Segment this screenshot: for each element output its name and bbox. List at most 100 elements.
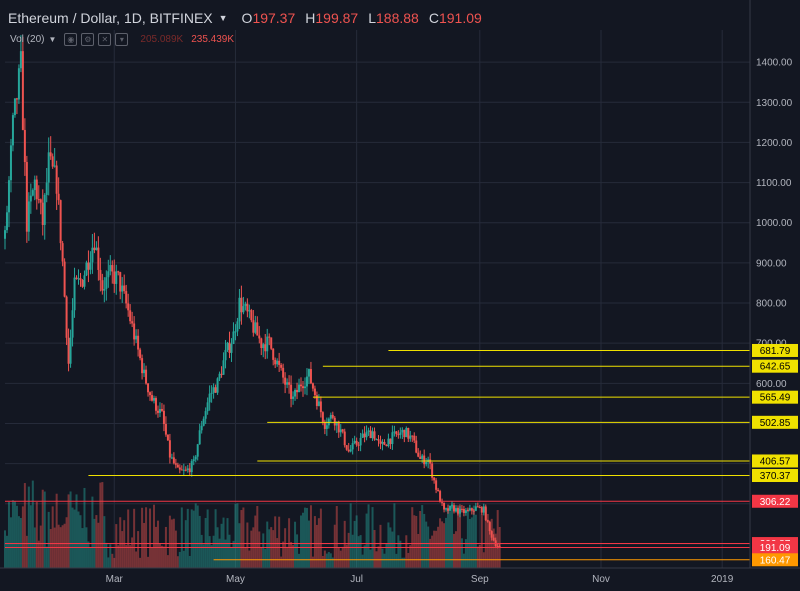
volume-bar	[470, 517, 473, 568]
volume-bar	[79, 515, 82, 568]
volume-bar	[258, 531, 261, 568]
level-price-label-bg	[752, 469, 798, 483]
volume-bar	[21, 506, 24, 568]
time-tick-label: 2019	[711, 574, 734, 585]
candle	[198, 423, 201, 445]
candle-body	[389, 438, 392, 445]
symbol-title[interactable]: Ethereum / Dollar, 1D, BITFINEX	[8, 10, 213, 26]
more-icon[interactable]: ▾	[115, 33, 129, 46]
volume-label[interactable]: Vol (20)	[10, 34, 45, 45]
volume-bar	[83, 487, 86, 568]
volume-bar	[353, 520, 356, 568]
level-price-label: 306.22	[752, 494, 798, 508]
candle-body	[25, 162, 28, 232]
candle-body	[246, 303, 249, 312]
candle	[190, 459, 193, 477]
candle	[236, 317, 239, 337]
candle	[119, 271, 122, 300]
volume-bar	[365, 513, 368, 568]
volume-bar	[260, 547, 263, 568]
candle-body	[470, 508, 473, 511]
volume-bar	[454, 531, 457, 568]
level-price-label-bg	[752, 415, 798, 429]
volume-bar	[230, 547, 233, 568]
candle	[178, 464, 181, 474]
candle-body	[443, 502, 446, 510]
candle	[451, 501, 453, 509]
volume-bar	[248, 550, 251, 568]
eye-icon[interactable]: ◉	[64, 33, 78, 46]
volume-bar	[226, 518, 229, 568]
price-axis: 1400.00 1300.00 1200.00 1100.00 1000.00 900.0…	[749, 0, 798, 568]
candle-body	[278, 360, 281, 365]
candle	[123, 274, 126, 294]
level-price-label: 191.09	[752, 540, 798, 554]
candle-body	[395, 431, 398, 435]
volume-bar	[11, 500, 14, 568]
candle	[270, 337, 273, 351]
candle	[17, 64, 20, 104]
volume-bar	[131, 537, 134, 568]
candle-body	[353, 440, 356, 444]
volume-bar	[75, 494, 78, 568]
volume-bar	[466, 509, 469, 568]
volume-bar	[95, 515, 98, 568]
volume-bar	[15, 505, 18, 568]
chevron-down-icon[interactable]: ▼	[48, 35, 57, 44]
volume-bar	[369, 549, 372, 568]
candle-body	[75, 277, 78, 279]
volume-bar	[121, 531, 124, 568]
candle	[206, 397, 209, 415]
candle	[147, 383, 150, 397]
volume-bar	[413, 515, 416, 568]
volume-bar	[214, 509, 217, 568]
chevron-down-icon[interactable]: ▼	[218, 13, 228, 23]
volume-bar	[149, 508, 152, 568]
candle-body	[135, 335, 138, 340]
volume-bar	[111, 553, 114, 568]
candle-body	[421, 455, 424, 459]
candle	[133, 316, 136, 346]
candle	[158, 402, 161, 418]
candle	[166, 434, 169, 441]
candle-body	[447, 508, 450, 511]
volume-bar	[204, 517, 207, 568]
volume-bar	[35, 501, 38, 568]
candle	[329, 412, 332, 423]
volume-bar	[294, 521, 297, 568]
candle-body	[290, 384, 293, 399]
candle-body	[23, 129, 26, 163]
volume-bar	[61, 525, 64, 568]
candle	[282, 363, 285, 384]
volume-bar	[409, 545, 412, 568]
candle-body	[33, 179, 36, 191]
level-price-label: 642.65	[752, 359, 798, 373]
volume-bar	[55, 493, 58, 568]
settings-icon[interactable]: ⚙	[81, 33, 95, 46]
candle-body	[262, 344, 265, 349]
candle	[242, 296, 245, 315]
volume-bar	[496, 510, 499, 568]
candle-body	[143, 369, 146, 374]
candle-body	[95, 247, 98, 251]
volume-bar	[359, 535, 362, 568]
candle-body	[347, 449, 350, 452]
candle	[95, 241, 98, 251]
candle-body	[482, 506, 485, 513]
candle	[437, 487, 440, 492]
volume-bar	[445, 517, 448, 568]
volume-bar	[460, 538, 463, 568]
price-tick-label: 1200.00	[756, 138, 793, 149]
volume-bar	[19, 517, 22, 568]
volume-bar	[417, 533, 420, 568]
candle-body	[309, 369, 312, 384]
candle-body	[452, 505, 455, 512]
close-icon[interactable]: ✕	[98, 33, 112, 46]
candle	[29, 183, 32, 214]
candle	[284, 372, 287, 394]
candle	[458, 505, 461, 518]
candle-body	[359, 437, 362, 446]
candle-body	[379, 440, 382, 444]
candle-body	[53, 165, 56, 167]
